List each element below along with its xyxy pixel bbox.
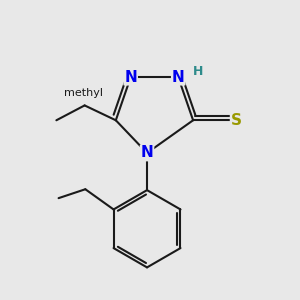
Text: N: N — [141, 146, 153, 160]
Text: N: N — [124, 70, 137, 85]
Text: methyl: methyl — [64, 88, 103, 98]
Text: N: N — [172, 70, 184, 85]
Text: H: H — [193, 65, 203, 78]
Text: S: S — [231, 113, 242, 128]
